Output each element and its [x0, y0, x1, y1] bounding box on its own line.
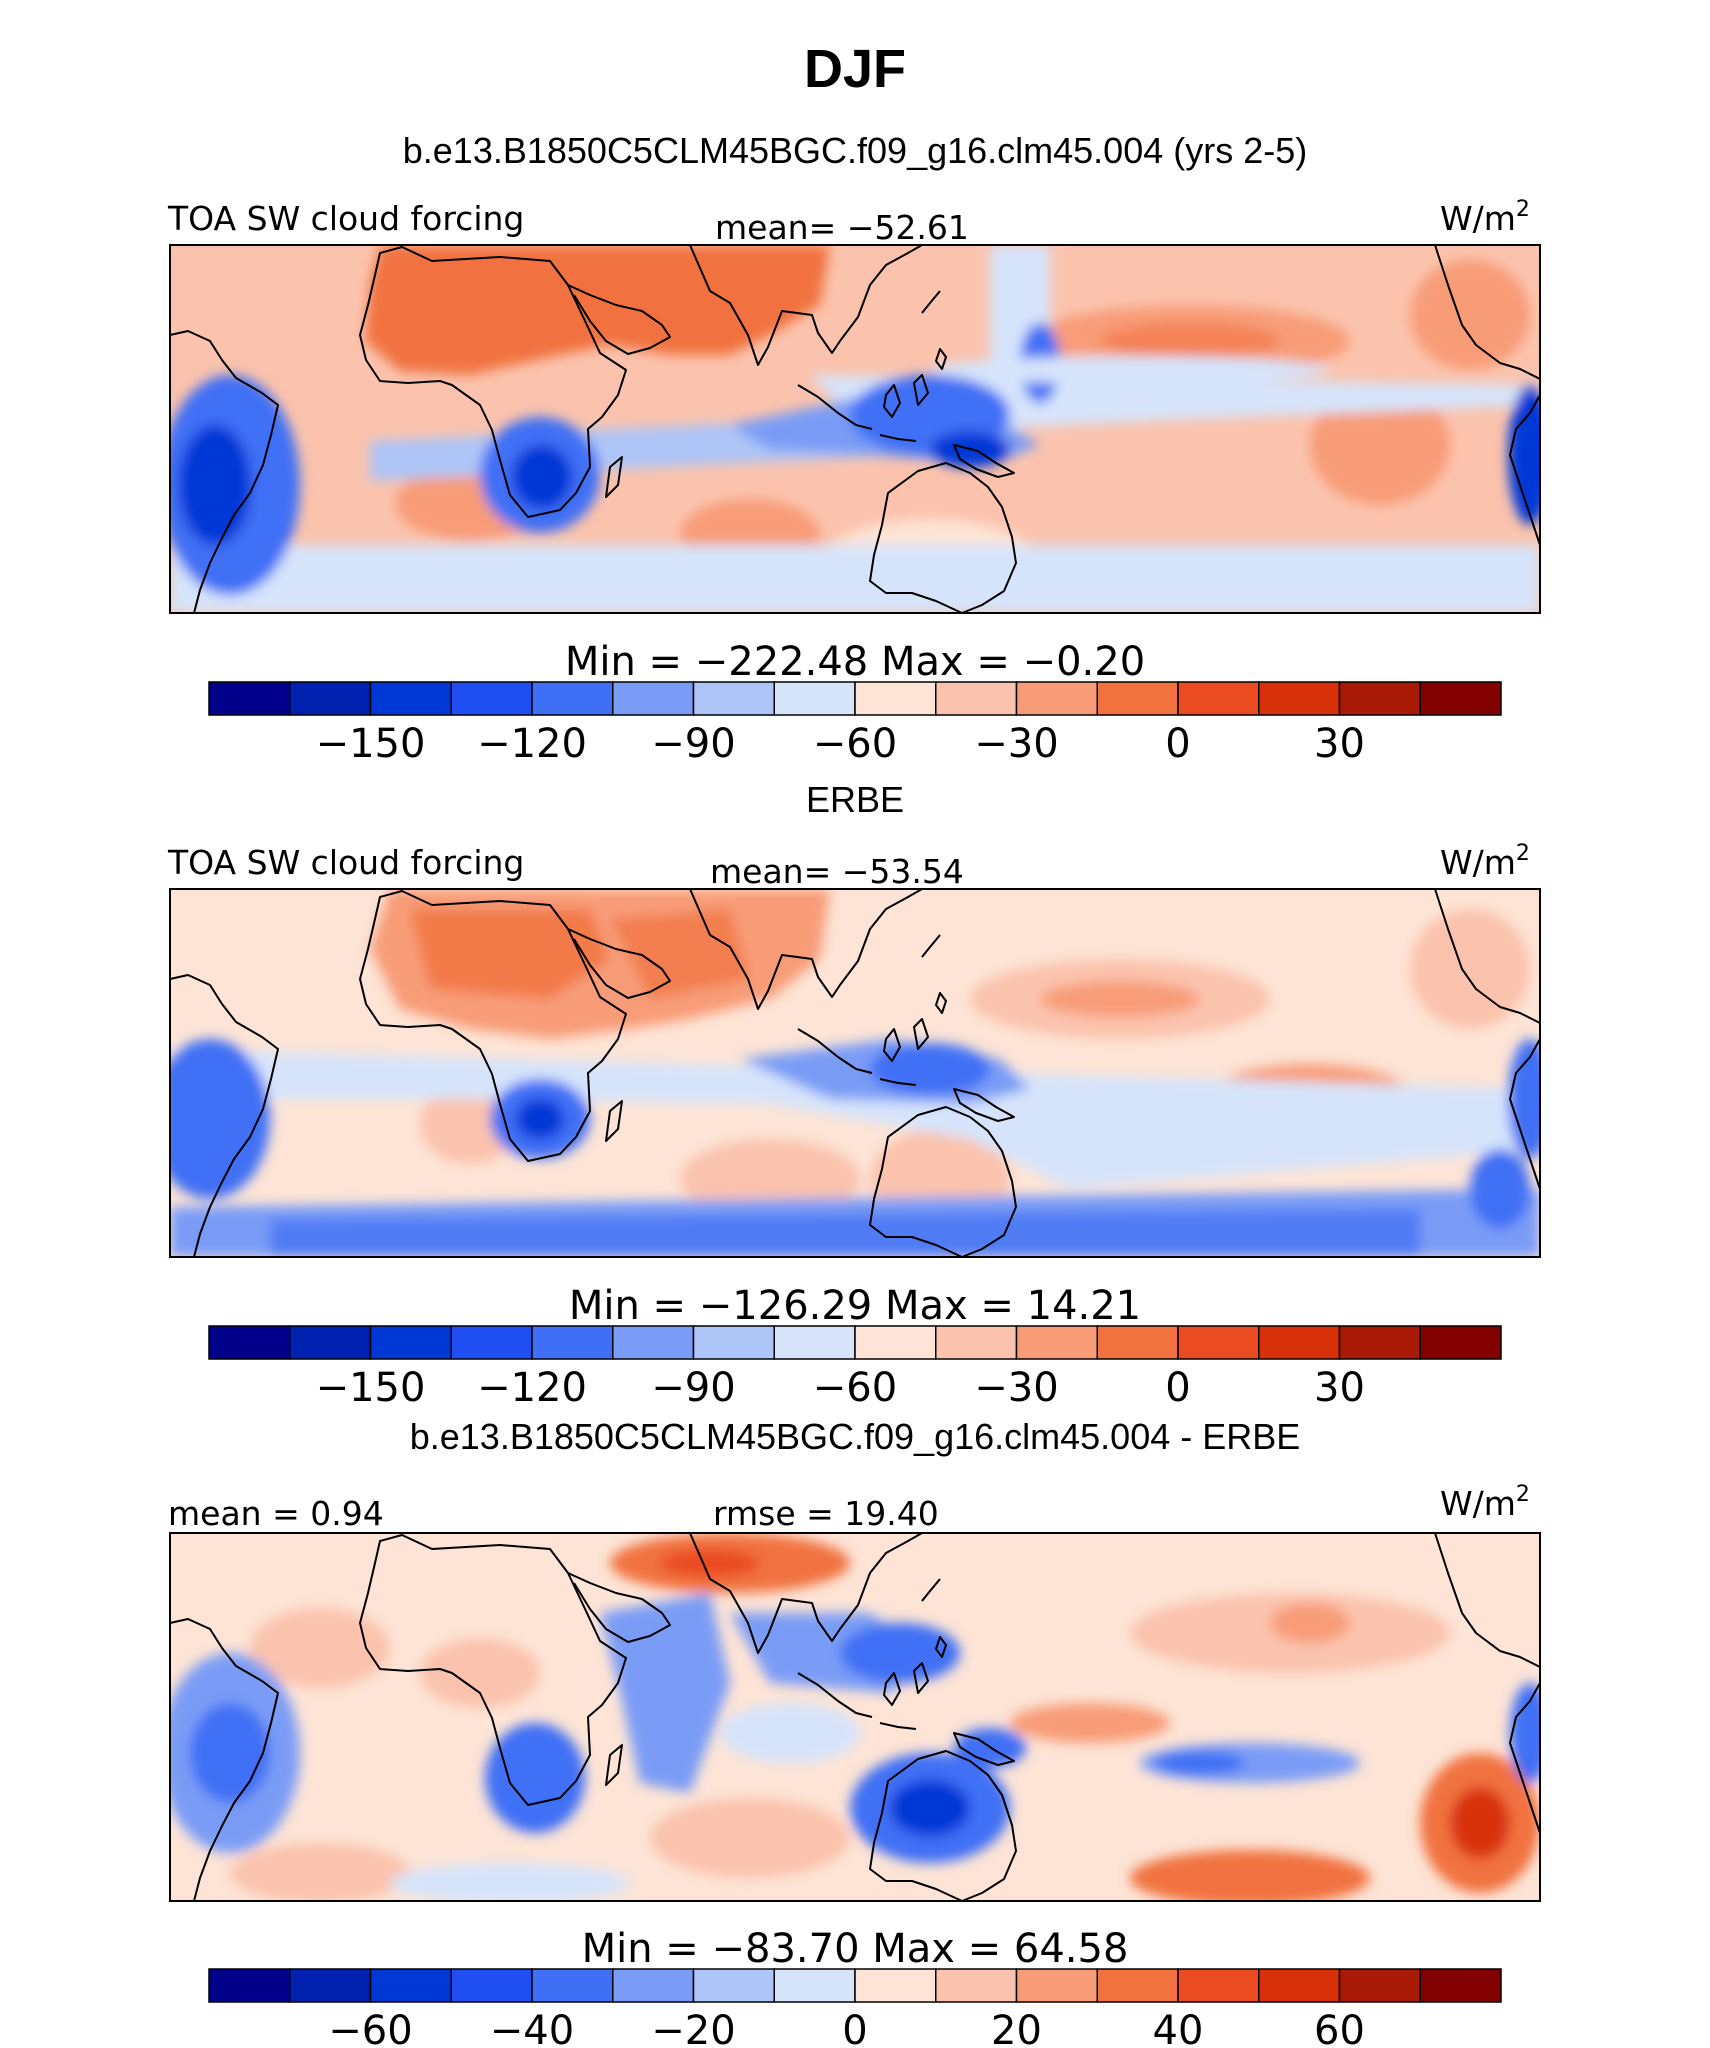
- colorbar-swatch: [1015, 681, 1098, 716]
- colorbar-tick-label: −40: [490, 2008, 574, 2048]
- colorbar-tick-label: −120: [477, 1365, 587, 1411]
- colorbar-swatch: [935, 1968, 1018, 2003]
- colorbar-swatch: [935, 681, 1018, 716]
- colorbar-swatch: [612, 1325, 695, 1360]
- colorbar-tick-label: −120: [477, 721, 587, 767]
- colorbar-swatch: [1015, 1325, 1098, 1360]
- panel1-units: W/m2: [1440, 197, 1530, 238]
- colorbar-swatch: [450, 1968, 533, 2003]
- colorbar-difference: −60 −40 −20 0 20 40 60: [208, 1968, 1502, 2048]
- colorbar-swatch: [773, 1968, 856, 2003]
- colorbar-swatch: [1096, 681, 1179, 716]
- colorbar-swatch: [692, 1968, 775, 2003]
- colorbar-swatch: [854, 1968, 937, 2003]
- colorbar-tick-label: −90: [651, 1365, 735, 1411]
- colorbar-tick-label: 30: [1314, 1365, 1365, 1411]
- panel2-units: W/m2: [1440, 841, 1530, 882]
- colorbar-swatch: [935, 1325, 1018, 1360]
- colorbar-swatch: [531, 1325, 614, 1360]
- colorbar-swatch: [369, 681, 452, 716]
- colorbar-tick-label: 30: [1314, 721, 1365, 767]
- panel3-units: W/m2: [1440, 1482, 1530, 1523]
- colorbar-tick-label: −60: [813, 721, 897, 767]
- colorbar-tick-label: −60: [813, 1365, 897, 1411]
- colorbar-swatch: [531, 1968, 614, 2003]
- colorbar-swatch: [1258, 681, 1341, 716]
- colorbar-tick-label: 0: [1165, 721, 1190, 767]
- colorbar-tick-label: −60: [328, 2008, 412, 2048]
- colorbar-swatch: [692, 681, 775, 716]
- colorbar-swatch: [1177, 1325, 1260, 1360]
- panel2-map: [169, 888, 1541, 1258]
- colorbar-swatch: [450, 1325, 533, 1360]
- colorbar-swatch: [1338, 1325, 1421, 1360]
- panel1-heading: b.e13.B1850C5CLM45BGC.f09_g16.clm45.004 …: [403, 130, 1308, 171]
- panel3-map: [169, 1532, 1541, 1902]
- panel1-mean-label: mean= −52.61: [715, 208, 969, 247]
- panel3-heading: b.e13.B1850C5CLM45BGC.f09_g16.clm45.004 …: [410, 1416, 1301, 1457]
- colorbar-swatch: [1177, 681, 1260, 716]
- panel3-minmax: Min = −83.70 Max = 64.58: [582, 1926, 1129, 1972]
- panel3-mean-label: mean = 0.94: [168, 1494, 384, 1533]
- colorbar-model: −150 −120 −90 −60 −30 0 30: [208, 681, 1502, 767]
- colorbar-swatch: [208, 681, 291, 716]
- colorbar-tick-label: −150: [316, 721, 426, 767]
- colorbar-swatch: [692, 1325, 775, 1360]
- colorbar-swatch: [369, 1325, 452, 1360]
- colorbar-tick-label: −150: [316, 1365, 426, 1411]
- colorbar-tick-label: −90: [651, 721, 735, 767]
- colorbar-swatch: [289, 681, 372, 716]
- colorbar-swatch: [208, 1325, 291, 1360]
- colorbar-swatch: [369, 1968, 452, 2003]
- panel3-rmse-label: rmse = 19.40: [713, 1494, 939, 1533]
- colorbar-swatch: [1338, 681, 1421, 716]
- colorbar-swatch: [1338, 1968, 1421, 2003]
- panel2-left-label: TOA SW cloud forcing: [167, 843, 524, 882]
- colorbar-swatch: [1419, 1325, 1502, 1360]
- colorbar-swatch: [1096, 1325, 1179, 1360]
- figure-title: DJF: [804, 39, 906, 99]
- colorbar-swatch: [773, 1325, 856, 1360]
- panel2-heading: ERBE: [806, 779, 904, 820]
- colorbar-swatch: [1258, 1968, 1341, 2003]
- colorbar-swatch: [773, 681, 856, 716]
- colorbar-swatch: [1419, 1968, 1502, 2003]
- panel1-minmax: Min = −222.48 Max = −0.20: [565, 639, 1145, 685]
- colorbar-swatch: [1258, 1325, 1341, 1360]
- colorbar-tick-label: −20: [651, 2008, 735, 2048]
- colorbar-swatch: [1177, 1968, 1260, 2003]
- colorbar-swatch: [612, 681, 695, 716]
- colorbar-swatch: [1096, 1968, 1179, 2003]
- colorbar-swatch: [289, 1968, 372, 2003]
- colorbar-swatch: [289, 1325, 372, 1360]
- colorbar-swatch: [1015, 1968, 1098, 2003]
- colorbar-swatch: [1419, 681, 1502, 716]
- colorbar-swatch: [612, 1968, 695, 2003]
- colorbar-tick-label: 40: [1153, 2008, 1204, 2048]
- colorbar-swatch: [854, 681, 937, 716]
- colorbar-erbe: −150 −120 −90 −60 −30 0 30: [208, 1325, 1502, 1411]
- panel2-minmax: Min = −126.29 Max = 14.21: [569, 1283, 1141, 1329]
- colorbar-tick-label: −30: [974, 1365, 1058, 1411]
- colorbar-tick-label: −30: [974, 721, 1058, 767]
- colorbar-swatch: [208, 1968, 291, 2003]
- colorbar-tick-label: 0: [1165, 1365, 1190, 1411]
- colorbar-swatch: [531, 681, 614, 716]
- panel2-mean-label: mean= −53.54: [710, 852, 964, 891]
- panel1-map: [169, 244, 1541, 614]
- colorbar-swatch: [854, 1325, 937, 1360]
- panel1-left-label: TOA SW cloud forcing: [167, 199, 524, 238]
- colorbar-tick-label: 60: [1314, 2008, 1365, 2048]
- colorbar-tick-label: 0: [842, 2008, 867, 2048]
- colorbar-swatch: [450, 681, 533, 716]
- colorbar-tick-label: 20: [991, 2008, 1042, 2048]
